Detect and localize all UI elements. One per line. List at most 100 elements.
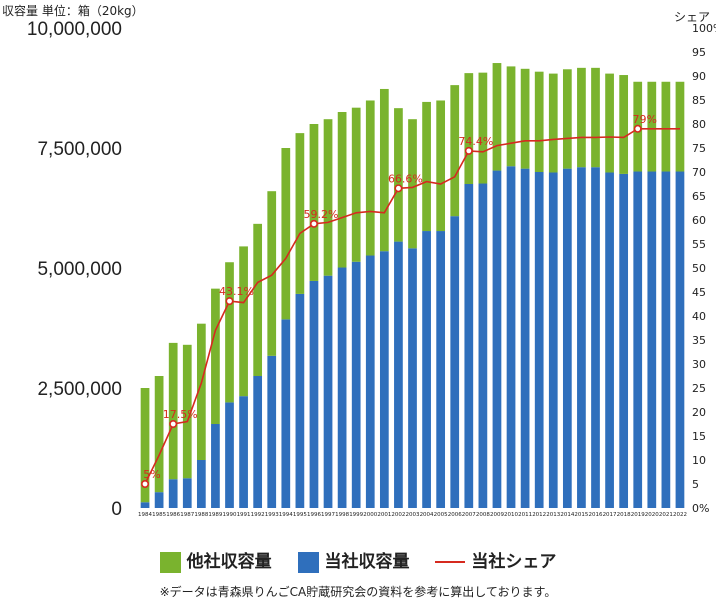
bar-own-2000 bbox=[365, 255, 375, 508]
bar-own-1986 bbox=[168, 479, 178, 508]
x-tick-label: 2012 bbox=[532, 512, 546, 518]
bar-own-2007 bbox=[464, 184, 474, 508]
bar-own-2016 bbox=[591, 167, 600, 508]
bar-own-1984 bbox=[140, 502, 150, 508]
x-tick-label: 2011 bbox=[518, 512, 532, 518]
x-tick-label: 2001 bbox=[377, 512, 391, 518]
bar-other-1997 bbox=[323, 119, 333, 276]
bar-other-2001 bbox=[379, 88, 389, 252]
bar-own-1989 bbox=[211, 424, 220, 508]
x-tick-label: 1991 bbox=[237, 512, 251, 518]
bar-own-1995 bbox=[295, 293, 305, 508]
share-line bbox=[144, 128, 680, 485]
x-tick-label: 2009 bbox=[490, 512, 504, 518]
share-data-label: 66.6% bbox=[388, 172, 423, 185]
bar-other-2013 bbox=[548, 73, 558, 173]
bar-own-2014 bbox=[562, 168, 572, 508]
x-tick-label: 2019 bbox=[631, 512, 645, 518]
left-axis-tick-label: 2,500,000 bbox=[37, 379, 122, 400]
legend-share: 当社シェア bbox=[435, 547, 556, 572]
bar-own-2017 bbox=[605, 172, 614, 509]
x-tick-label: 1989 bbox=[208, 512, 222, 518]
bar-own-2005 bbox=[436, 231, 446, 509]
bar-other-1988 bbox=[196, 323, 206, 460]
legend-label-own: 当社収容量 bbox=[324, 552, 410, 572]
legend-own: 当社収容量 bbox=[297, 547, 410, 573]
bar-other-2021 bbox=[661, 81, 671, 172]
bar-own-1994 bbox=[281, 319, 291, 508]
bar-own-1990 bbox=[225, 402, 234, 508]
right-axis-tick-label: 35 bbox=[692, 334, 706, 347]
bar-own-2003 bbox=[408, 248, 417, 508]
bar-own-2002 bbox=[394, 241, 403, 508]
bar-own-2008 bbox=[478, 183, 488, 508]
bar-other-2022 bbox=[675, 81, 685, 172]
x-tick-label: 1997 bbox=[321, 512, 335, 518]
bar-own-1993 bbox=[267, 355, 277, 508]
bar-other-2003 bbox=[408, 119, 417, 249]
bar-own-2022 bbox=[675, 171, 685, 508]
x-tick-label: 1998 bbox=[335, 512, 349, 518]
x-tick-label: 2006 bbox=[448, 512, 462, 518]
bar-own-1988 bbox=[196, 460, 206, 508]
bar-other-1990 bbox=[225, 262, 234, 403]
bar-own-2018 bbox=[619, 173, 629, 509]
share-point bbox=[225, 297, 234, 306]
share-data-label: 79% bbox=[633, 113, 657, 126]
x-tick-label: 2021 bbox=[659, 512, 673, 518]
share-data-label: 74.4% bbox=[458, 135, 493, 148]
legend-other: 他社収容量 bbox=[159, 547, 272, 573]
share-point bbox=[394, 184, 403, 193]
x-tick-label: 1986 bbox=[166, 512, 180, 518]
bar-own-2009 bbox=[492, 170, 502, 508]
right-axis-tick-label: 90 bbox=[692, 70, 706, 83]
right-axis-unit-label: シェア bbox=[673, 10, 710, 24]
legend-label-other: 他社収容量 bbox=[186, 552, 272, 572]
right-axis-tick-label: 55 bbox=[692, 238, 706, 251]
right-axis-tick-label: 25 bbox=[692, 382, 706, 395]
bar-own-1992 bbox=[253, 376, 263, 508]
x-tick-label: 1985 bbox=[152, 512, 166, 518]
x-tick-label: 2020 bbox=[645, 512, 659, 518]
x-tick-label: 2008 bbox=[476, 512, 490, 518]
bar-own-2020 bbox=[647, 171, 657, 508]
x-tick-label: 2013 bbox=[546, 512, 560, 518]
bar-own-2013 bbox=[548, 172, 558, 509]
bar-other-2010 bbox=[506, 66, 516, 167]
bar-other-1995 bbox=[295, 133, 305, 294]
bar-own-1996 bbox=[309, 280, 319, 508]
bar-own-1991 bbox=[239, 396, 248, 508]
bar-other-1985 bbox=[154, 376, 164, 493]
x-tick-label: 1992 bbox=[251, 512, 265, 518]
bar-other-1998 bbox=[337, 112, 347, 268]
bar-other-2008 bbox=[478, 72, 488, 184]
left-axis-tick-label: 10,000,000 bbox=[27, 19, 122, 40]
x-tick-label: 2003 bbox=[406, 512, 420, 518]
left-axis-tick-label: 5,000,000 bbox=[37, 259, 122, 280]
right-axis-tick-label: 40 bbox=[692, 310, 706, 323]
x-tick-label: 1994 bbox=[279, 512, 293, 518]
bar-other-2016 bbox=[591, 67, 600, 168]
x-tick-label: 2010 bbox=[504, 512, 518, 518]
bar-own-1998 bbox=[337, 267, 347, 508]
share-data-label: 17.5% bbox=[163, 408, 198, 421]
x-tick-label: 2022 bbox=[673, 512, 687, 518]
bar-other-2011 bbox=[520, 68, 530, 169]
share-point bbox=[309, 219, 318, 228]
bar-other-2020 bbox=[647, 81, 657, 172]
legend-label-share: 当社シェア bbox=[471, 552, 557, 573]
stacked-bar-chart: 0 2,500,000 5,000,000 7,500,000 10,000,000 0%… bbox=[27, 19, 716, 520]
legend-swatch-share bbox=[435, 561, 466, 564]
share-data-label: 43.1% bbox=[219, 285, 254, 298]
left-axis-tick-label: 7,500,000 bbox=[37, 139, 122, 160]
right-axis-tick-label: 20 bbox=[692, 406, 706, 419]
x-tick-label: 1996 bbox=[307, 512, 321, 518]
x-tick-label: 2000 bbox=[363, 512, 377, 518]
x-tick-label: 2015 bbox=[574, 512, 588, 518]
legend: 他社収容量 当社収容量 当社シェア bbox=[0, 547, 716, 573]
bar-other-1992 bbox=[253, 223, 263, 376]
bar-own-2010 bbox=[506, 166, 516, 509]
right-axis-tick-label: 15 bbox=[692, 430, 706, 443]
x-tick-label: 2004 bbox=[420, 512, 434, 518]
bar-other-2007 bbox=[464, 73, 474, 184]
